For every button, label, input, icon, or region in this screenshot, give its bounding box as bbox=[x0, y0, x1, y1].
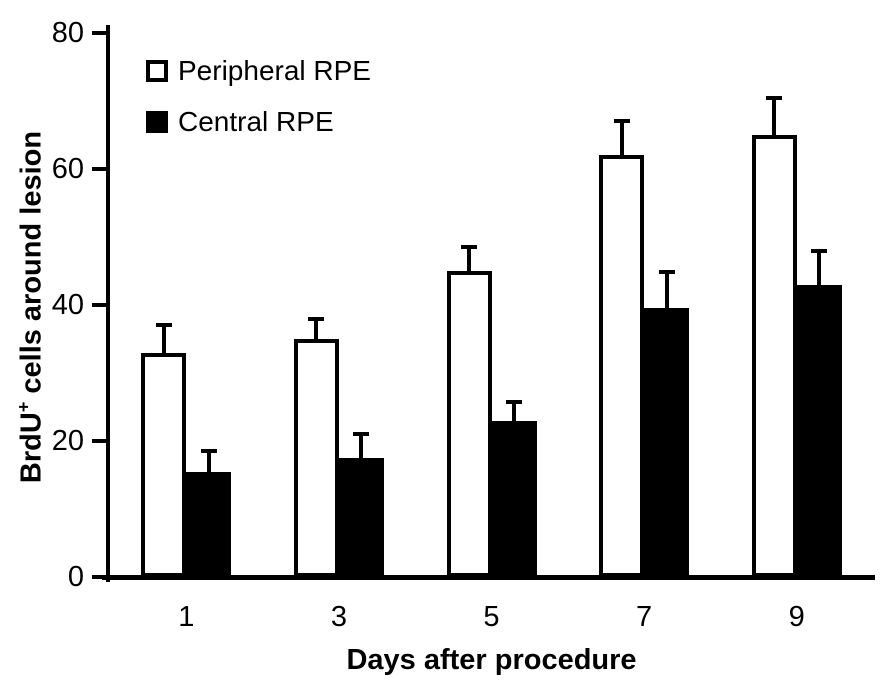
error-bar-cap bbox=[200, 449, 217, 454]
error-bar-cap bbox=[613, 119, 630, 124]
y-tick bbox=[92, 303, 106, 307]
y-tick-label: 0 bbox=[67, 561, 84, 593]
error-bar bbox=[772, 97, 777, 135]
bar-peripheral-rpe-day-9 bbox=[751, 135, 797, 577]
error-bar bbox=[817, 250, 822, 285]
x-tick-label: 9 bbox=[788, 601, 805, 633]
y-axis-line bbox=[106, 25, 110, 582]
open-square-icon bbox=[146, 60, 168, 82]
bar-peripheral-rpe-day-3 bbox=[293, 339, 339, 577]
y-tick-label: 80 bbox=[51, 17, 84, 49]
error-bar-cap bbox=[155, 323, 172, 328]
bar-central-rpe-day-3 bbox=[338, 458, 384, 577]
x-tick-label: 1 bbox=[178, 601, 195, 633]
legend-entry-central: Central RPE bbox=[146, 106, 371, 138]
bar-central-rpe-day-1 bbox=[186, 471, 232, 577]
y-tick bbox=[92, 439, 106, 443]
error-bar bbox=[467, 247, 471, 271]
plot-area: 0 20 40 60 80 1 3 5 7 9 Peripheral RPE Central R… bbox=[52, 17, 875, 633]
x-axis-line bbox=[102, 575, 875, 580]
x-tick-label: 5 bbox=[483, 601, 500, 633]
bar-central-rpe-day-5 bbox=[491, 420, 537, 577]
error-bar-cap bbox=[658, 270, 675, 275]
y-tick-label: 20 bbox=[51, 425, 84, 457]
error-bar-cap bbox=[308, 316, 325, 321]
legend-label-central: Central RPE bbox=[178, 106, 334, 137]
legend: Peripheral RPE Central RPE bbox=[146, 55, 371, 157]
bar-central-rpe-day-7 bbox=[644, 308, 690, 577]
bar-peripheral-rpe-day-1 bbox=[141, 352, 187, 577]
legend-entry-peripheral: Peripheral RPE bbox=[146, 55, 371, 87]
y-tick bbox=[92, 575, 106, 579]
error-bar bbox=[619, 121, 624, 156]
error-bar bbox=[664, 272, 669, 309]
error-bar bbox=[206, 451, 211, 472]
error-bar-cap bbox=[766, 95, 783, 100]
y-tick bbox=[92, 167, 106, 171]
filled-square-icon bbox=[146, 111, 168, 133]
error-bar bbox=[314, 318, 319, 339]
y-tick-label: 40 bbox=[51, 289, 84, 321]
y-tick bbox=[92, 31, 106, 35]
bar-peripheral-rpe-day-5 bbox=[446, 271, 492, 577]
x-axis-title: Days after procedure bbox=[346, 644, 637, 676]
x-tick-label: 7 bbox=[636, 601, 653, 633]
legend-label-peripheral: Peripheral RPE bbox=[178, 55, 371, 86]
x-tick-label: 3 bbox=[330, 601, 347, 633]
error-bar-cap bbox=[353, 432, 370, 437]
error-bar bbox=[512, 401, 516, 421]
error-bar bbox=[161, 325, 166, 353]
bar-central-rpe-day-9 bbox=[796, 284, 842, 577]
error-bar bbox=[359, 434, 364, 458]
error-bar-cap bbox=[811, 248, 828, 253]
error-bar-cap bbox=[506, 399, 522, 404]
bar-peripheral-rpe-day-7 bbox=[599, 155, 645, 577]
y-tick-label: 60 bbox=[51, 153, 84, 185]
y-axis-title-superscript: + bbox=[13, 401, 34, 413]
error-bar-cap bbox=[461, 245, 477, 250]
